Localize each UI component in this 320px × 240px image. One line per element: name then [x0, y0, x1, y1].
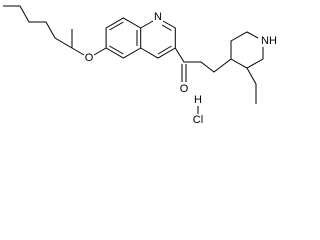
- molecule-diagram: N O O NH H Cl: [3, 5, 277, 126]
- double-bond: [109, 21, 124, 31]
- atom-label: Cl: [193, 114, 203, 126]
- atom-label: N: [154, 11, 162, 23]
- page: {"labels": {"quinoline_n": "N", "ether_o…: [0, 0, 286, 127]
- piperidine-ring: [230, 31, 264, 69]
- pyridine-ring: [140, 20, 154, 29]
- ether-bond: [93, 47, 107, 56]
- atom-label: H: [194, 94, 202, 106]
- double-bond: [109, 45, 124, 55]
- pyridine-ring: [140, 20, 176, 59]
- atom-label: O: [85, 52, 94, 64]
- double-bond: [161, 24, 172, 31]
- atom-label: NH: [261, 35, 277, 47]
- bonds: [3, 5, 264, 114]
- double-bond: [157, 45, 172, 55]
- ethyl-group: [246, 67, 257, 104]
- benzene-ring: [105, 17, 142, 59]
- ketone-chain: [174, 47, 232, 73]
- atom-label: O: [180, 83, 189, 95]
